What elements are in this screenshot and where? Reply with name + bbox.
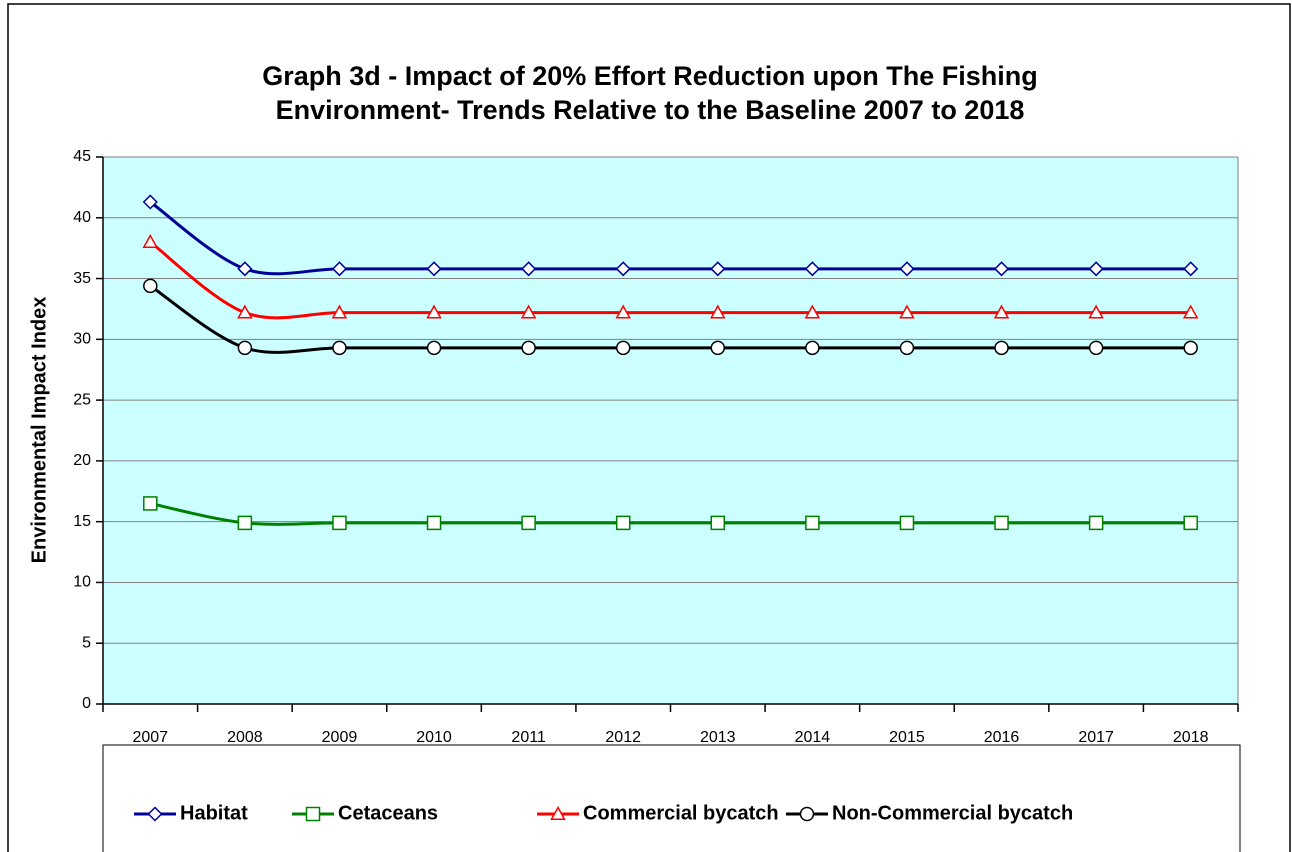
marker	[710, 304, 726, 319]
marker	[710, 340, 726, 356]
y-tick-label: 40	[73, 209, 91, 226]
x-tick-label: 2007	[132, 729, 168, 746]
plot-area	[103, 157, 1238, 704]
marker	[237, 340, 253, 356]
marker	[426, 261, 442, 277]
marker	[1088, 340, 1104, 356]
marker	[1183, 515, 1198, 531]
y-tick-label: 15	[73, 513, 91, 530]
legend-box	[102, 744, 1241, 852]
marker	[521, 261, 537, 277]
marker	[1183, 261, 1199, 277]
marker	[331, 304, 348, 319]
y-tick-label: 0	[82, 695, 91, 712]
marker	[305, 806, 321, 822]
marker	[1088, 515, 1104, 531]
marker	[426, 340, 442, 356]
x-tick-label: 2016	[984, 729, 1020, 746]
series-line	[149, 240, 1191, 320]
marker	[521, 515, 536, 531]
legend-label: Commercial bycatch	[583, 802, 779, 824]
x-tick-label: 2010	[416, 729, 452, 746]
marker	[710, 515, 726, 531]
marker	[899, 340, 915, 356]
marker	[520, 304, 537, 319]
legend-label: Cetaceans	[338, 802, 438, 824]
marker	[1182, 304, 1199, 319]
series-line	[149, 284, 1191, 354]
y-tick-label: 30	[73, 331, 91, 348]
x-tick-label: 2014	[795, 729, 831, 746]
marker	[426, 304, 442, 319]
marker	[143, 278, 158, 294]
series-line	[149, 200, 1191, 276]
marker	[805, 515, 820, 531]
marker	[426, 515, 442, 531]
y-tick-label: 35	[73, 270, 91, 287]
marker	[143, 496, 158, 511]
marker	[805, 340, 820, 356]
marker	[331, 261, 348, 277]
series-line	[149, 501, 1191, 526]
marker	[332, 515, 347, 531]
x-tick-label: 2015	[889, 729, 925, 746]
marker	[994, 340, 1009, 356]
x-tick-label: 2018	[1173, 729, 1209, 746]
marker	[237, 261, 253, 277]
x-tick-label: 2008	[227, 729, 263, 746]
y-tick-label: 25	[73, 391, 91, 408]
y-tick-label: 45	[73, 148, 91, 165]
marker	[993, 261, 1010, 277]
marker	[237, 515, 253, 531]
marker	[142, 194, 158, 210]
marker	[994, 515, 1009, 531]
marker	[1088, 261, 1104, 277]
marker	[899, 515, 915, 531]
marker	[799, 806, 815, 822]
marker	[710, 261, 726, 277]
marker	[1183, 340, 1198, 356]
x-tick-label: 2009	[322, 729, 358, 746]
marker	[332, 340, 347, 356]
marker	[615, 340, 631, 356]
chart-title: Environment- Trends Relative to the Base…	[276, 95, 1025, 125]
marker	[993, 304, 1010, 319]
marker	[804, 261, 820, 277]
marker	[615, 261, 631, 277]
x-tick-label: 2011	[511, 729, 546, 746]
marker	[899, 304, 915, 319]
marker	[142, 234, 159, 249]
marker	[615, 515, 631, 531]
chart-title: Graph 3d - Impact of 20% Effort Reductio…	[262, 61, 1038, 91]
marker	[147, 806, 163, 822]
y-tick-label: 5	[82, 634, 91, 651]
marker	[899, 261, 915, 277]
legend-label: Non-Commercial bycatch	[832, 802, 1073, 824]
x-tick-label: 2012	[605, 729, 641, 746]
x-tick-label: 2013	[700, 729, 736, 746]
marker	[1088, 304, 1104, 319]
marker	[521, 340, 536, 356]
x-tick-label: 2017	[1078, 729, 1114, 746]
marker	[550, 805, 566, 820]
marker	[615, 304, 631, 319]
y-axis-label: Environmental Impact Index	[28, 297, 50, 564]
y-tick-label: 20	[73, 452, 91, 469]
marker	[804, 304, 821, 319]
y-tick-label: 10	[73, 574, 91, 591]
marker	[237, 304, 253, 319]
legend-label: Habitat	[180, 802, 248, 824]
